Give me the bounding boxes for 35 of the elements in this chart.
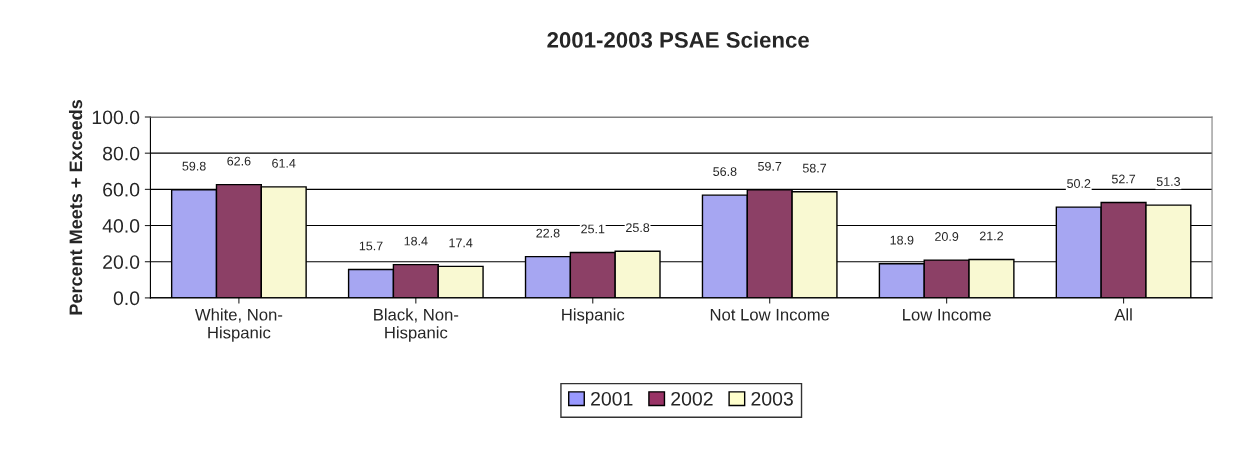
data-label: 25.8	[626, 223, 650, 233]
data-label: 59.8	[182, 161, 206, 171]
data-label: 50.2	[1067, 179, 1091, 188]
data-label: 22.8	[536, 228, 560, 238]
data-label: 25.1	[581, 224, 605, 234]
x-tick-label: All	[1114, 308, 1132, 321]
data-label: 51.3	[1156, 177, 1181, 186]
x-tick-label: White, Non- Hispanic	[194, 308, 283, 342]
y-tick-label: 0.0	[113, 291, 140, 306]
data-label: 15.7	[359, 241, 383, 251]
data-label: 18.9	[890, 235, 914, 245]
legend-label: 2001	[591, 391, 633, 406]
y-tick-label: 80.0	[103, 146, 140, 161]
legend-label: 2003	[751, 391, 793, 406]
data-label: 62.6	[227, 156, 251, 166]
data-label: 59.7	[758, 161, 782, 171]
y-tick-label: 100.0	[92, 110, 140, 125]
data-label: 61.4	[272, 158, 296, 168]
data-label: 56.8	[713, 167, 737, 177]
x-tick-label: Hispanic	[562, 308, 625, 324]
x-tick-label: Not Low Income	[710, 308, 830, 321]
data-label: 21.2	[979, 231, 1003, 241]
y-axis-title: Percent Meets + Exceeds	[68, 100, 83, 315]
chart-title: 2001-2003 PSAE Science	[547, 31, 809, 48]
data-label: 18.4	[404, 236, 428, 246]
data-label: 17.4	[449, 238, 473, 248]
y-tick-label: 60.0	[103, 182, 140, 197]
data-label: 52.7	[1111, 174, 1136, 184]
data-label: 20.9	[935, 232, 959, 241]
x-tick-label: Low Income	[903, 308, 991, 321]
legend-label: 2002	[671, 391, 713, 406]
data-label: 58.7	[802, 163, 827, 173]
x-tick-label: Black, Non- Hispanic	[374, 308, 459, 342]
y-tick-label: 20.0	[103, 255, 140, 269]
y-tick-label: 40.0	[102, 219, 140, 233]
